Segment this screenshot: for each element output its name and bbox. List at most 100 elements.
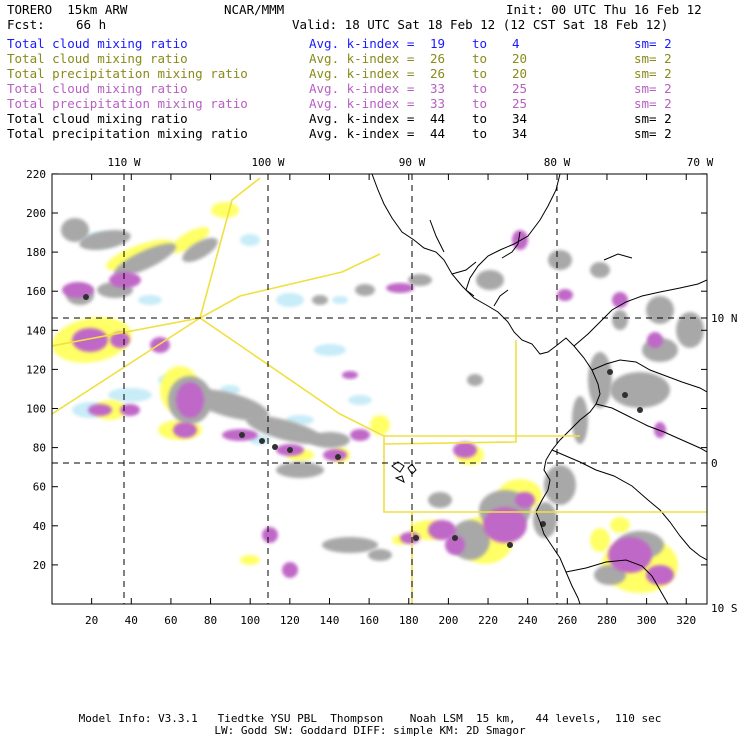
longitude-label: 110 W bbox=[107, 156, 140, 169]
legend-sm: sm= 2 bbox=[634, 36, 672, 51]
legend-sm: sm= 2 bbox=[634, 111, 672, 126]
legend-row: Total cloud mixing ratio Avg. k-index = 19… bbox=[7, 36, 732, 51]
longitude-label: 90 W bbox=[399, 156, 426, 169]
legend-row: Total precipitation mixing ratio Avg. k-i… bbox=[7, 96, 732, 111]
legend-field: Total cloud mixing ratio bbox=[7, 51, 188, 66]
x-tick-label: 300 bbox=[637, 614, 657, 627]
cloud-gray-area bbox=[246, 415, 324, 445]
intense-core bbox=[272, 444, 278, 450]
latitude-label: 10 N bbox=[711, 312, 738, 325]
cloud-gray-area bbox=[476, 270, 504, 290]
precip-purple-area bbox=[400, 532, 420, 544]
cloud-gray-area bbox=[310, 432, 350, 448]
y-tick-label: 220 bbox=[26, 168, 46, 181]
legend-to-word: to bbox=[472, 126, 488, 141]
latitude-label: 10 S bbox=[711, 602, 738, 615]
legend-to-word: to bbox=[472, 111, 488, 126]
legend-to-word: to bbox=[472, 96, 488, 111]
legend-field: Total precipitation mixing ratio bbox=[7, 96, 248, 111]
precipitation-fields bbox=[52, 202, 704, 593]
y-tick-label: 140 bbox=[26, 324, 46, 337]
precip-purple-area bbox=[262, 527, 278, 543]
organization: NCAR/MMM bbox=[224, 2, 285, 17]
y-tick-label: 180 bbox=[26, 246, 46, 259]
legend-row: Total cloud mixing ratio Avg. k-index = 33… bbox=[7, 81, 732, 96]
cloud-gray-area bbox=[533, 502, 557, 538]
x-tick-label: 160 bbox=[359, 614, 379, 627]
cloud-light-area bbox=[314, 344, 346, 356]
cloud-gray-area bbox=[610, 372, 670, 408]
intense-core bbox=[607, 369, 613, 375]
legend-field: Total cloud mixing ratio bbox=[7, 81, 188, 96]
plot-frame bbox=[51, 173, 708, 605]
legend-from: 26 bbox=[430, 51, 446, 66]
legend-field: Total precipitation mixing ratio bbox=[7, 66, 248, 81]
cloud-yellow-area bbox=[240, 555, 260, 565]
cloud-gray-area bbox=[182, 237, 218, 263]
cloud-yellow-area bbox=[370, 415, 390, 435]
precip-purple-area bbox=[646, 565, 674, 585]
legend-to: 34 bbox=[512, 126, 528, 141]
y-tick-label: 100 bbox=[26, 403, 46, 416]
y-tick-label: 20 bbox=[33, 559, 46, 572]
precip-purple-area bbox=[483, 507, 527, 543]
cloud-gray-area bbox=[646, 296, 674, 324]
precip-purple-area bbox=[515, 492, 535, 508]
lat-lon-grid bbox=[52, 174, 707, 604]
model-name: TORERO 15km ARW bbox=[7, 2, 128, 17]
x-tick-label: 320 bbox=[676, 614, 696, 627]
cloud-gray-area bbox=[191, 389, 269, 421]
precip-purple-area bbox=[120, 404, 140, 416]
longitude-label: 100 W bbox=[251, 156, 284, 169]
legend-kindex: Avg. k-index = bbox=[309, 36, 415, 51]
x-tick-label: 20 bbox=[85, 614, 98, 627]
intense-core bbox=[259, 438, 265, 444]
cloud-yellow-area bbox=[610, 517, 630, 533]
legend-to-word: to bbox=[472, 81, 488, 96]
intense-core bbox=[452, 535, 458, 541]
latitude-label: 0 bbox=[711, 457, 718, 470]
x-tick-label: 140 bbox=[320, 614, 340, 627]
legend-to: 25 bbox=[512, 96, 528, 111]
cloud-gray-area bbox=[408, 274, 432, 286]
legend-sm: sm= 2 bbox=[634, 51, 672, 66]
legend-from: 44 bbox=[430, 126, 446, 141]
legend-to: 20 bbox=[512, 51, 528, 66]
intense-core bbox=[335, 454, 341, 460]
cloud-gray-area bbox=[544, 465, 576, 505]
cloud-gray-area bbox=[61, 218, 89, 242]
coastlines bbox=[371, 174, 707, 604]
x-tick-label: 60 bbox=[164, 614, 177, 627]
x-tick-label: 180 bbox=[399, 614, 419, 627]
cloud-gray-area bbox=[548, 250, 572, 270]
cloud-gray-area bbox=[276, 462, 324, 478]
legend-from: 26 bbox=[430, 66, 446, 81]
cloud-yellow-area bbox=[170, 227, 210, 253]
intense-core bbox=[287, 447, 293, 453]
cloud-gray-area bbox=[676, 312, 704, 348]
legend-kindex: Avg. k-index = bbox=[309, 51, 415, 66]
x-tick-label: 40 bbox=[125, 614, 138, 627]
legend-from: 19 bbox=[430, 36, 446, 51]
legend-to: 25 bbox=[512, 81, 528, 96]
cloud-light-area bbox=[348, 395, 372, 405]
precip-purple-area bbox=[109, 272, 141, 288]
intense-core bbox=[507, 542, 513, 548]
y-tick-label: 40 bbox=[33, 520, 46, 533]
precip-purple-area bbox=[608, 537, 652, 573]
legend-to: 4 bbox=[512, 36, 520, 51]
cloud-gray-area bbox=[322, 537, 378, 553]
intense-core bbox=[83, 294, 89, 300]
axes: 20 40 60 80 100 120 140 160 180 200 220 240 260 280 30… bbox=[26, 156, 737, 627]
model-info-line1: Model Info: V3.3.1 Tiedtke YSU PBL Thomp… bbox=[78, 712, 662, 725]
legend-row: Total cloud mixing ratio Avg. k-index = 44… bbox=[7, 111, 732, 126]
y-tick-label: 160 bbox=[26, 285, 46, 298]
legend-row: Total precipitation mixing ratio Avg. k-i… bbox=[7, 126, 732, 141]
x-tick-label: 80 bbox=[204, 614, 217, 627]
cloud-yellow-area bbox=[211, 202, 239, 218]
precip-purple-area bbox=[453, 442, 477, 458]
precip-purple-area bbox=[386, 283, 414, 293]
x-tick-label: 120 bbox=[280, 614, 300, 627]
legend-field: Total precipitation mixing ratio bbox=[7, 126, 248, 141]
cloud-light-area bbox=[332, 296, 348, 304]
